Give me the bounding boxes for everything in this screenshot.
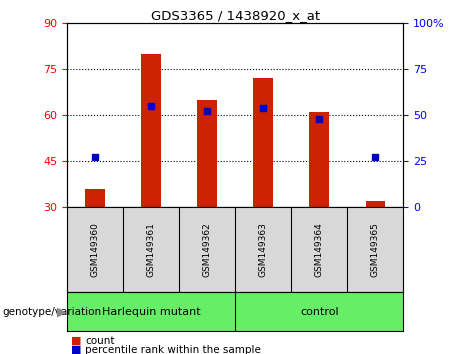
Text: GSM149361: GSM149361 [147,222,155,277]
Bar [254,78,273,207]
Text: ■: ■ [71,336,82,346]
Text: GSM149364: GSM149364 [315,222,324,277]
Bar [197,100,217,207]
Title: GDS3365 / 1438920_x_at: GDS3365 / 1438920_x_at [151,9,319,22]
Text: control: control [300,307,338,316]
Bar [309,112,329,207]
Text: GSM149362: GSM149362 [202,222,212,277]
Text: GSM149365: GSM149365 [371,222,380,277]
Text: percentile rank within the sample: percentile rank within the sample [85,345,261,354]
Bar [366,201,385,207]
Bar [85,189,105,207]
Text: Harlequin mutant: Harlequin mutant [102,307,200,316]
Text: ▶: ▶ [58,305,67,318]
Text: GSM149360: GSM149360 [90,222,100,277]
Text: ■: ■ [71,345,82,354]
Bar [141,54,161,207]
Text: genotype/variation: genotype/variation [2,307,101,316]
Text: GSM149363: GSM149363 [259,222,268,277]
Text: count: count [85,336,115,346]
